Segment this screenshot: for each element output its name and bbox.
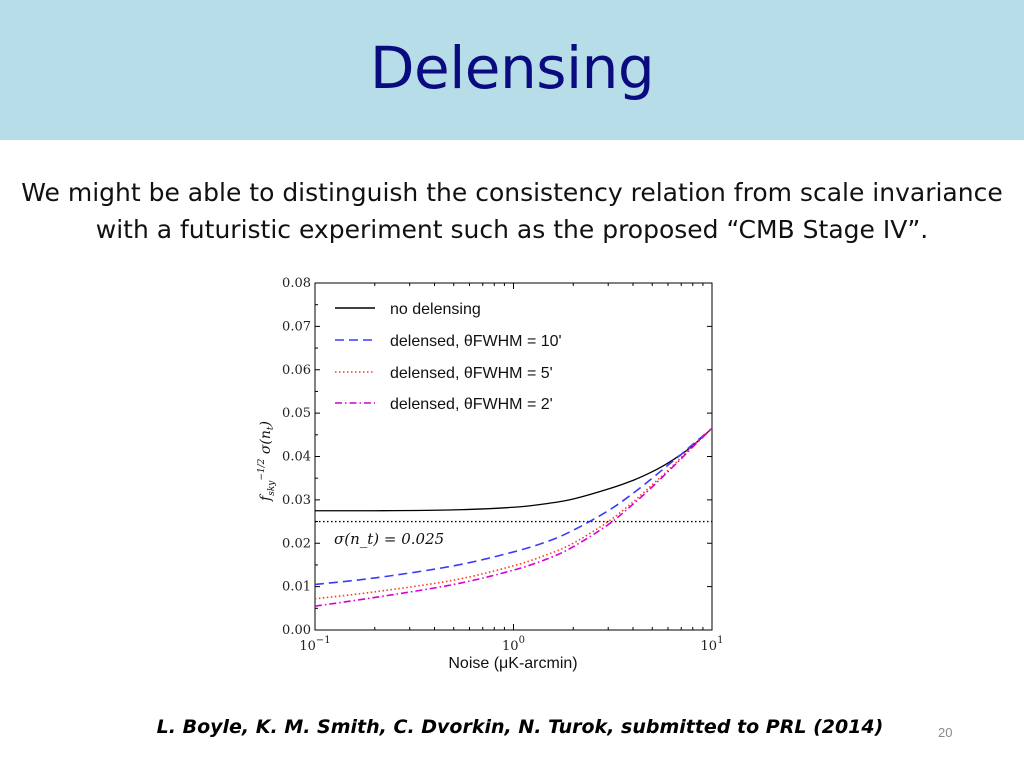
y-tick-label: 0.00 [282, 623, 311, 638]
x-tick-label: 10−1 [299, 635, 330, 654]
y-tick-label: 0.02 [282, 536, 311, 551]
series-line-3 [314, 427, 713, 600]
body-line-2: with a futuristic experiment such as the… [95, 215, 929, 244]
citation: L. Boyle, K. M. Smith, C. Dvorkin, N. Tu… [156, 716, 884, 738]
y-tick-label: 0.07 [282, 319, 311, 334]
reference-line-label: σ(n_t) = 0.025 [334, 530, 444, 548]
series-line-2 [314, 427, 713, 586]
x-axis-label: Noise (μK-arcmin) [448, 655, 577, 672]
y-tick-label: 0.05 [282, 406, 311, 421]
series-line-1 [314, 427, 713, 512]
y-tick-label: 0.08 [282, 276, 311, 291]
x-tick-label: 101 [701, 635, 724, 654]
y-tick-label: 0.03 [282, 493, 311, 508]
slide-title: Delensing [369, 34, 655, 102]
legend-label-4: delensed, θFWHM = 2' [390, 396, 553, 413]
title-band [0, 0, 1024, 140]
y-tick-label: 0.01 [282, 580, 311, 595]
y-tick-label: 0.06 [282, 363, 311, 378]
x-tick-label: 100 [502, 635, 525, 654]
slide-body-text: We might be able to distinguish the cons… [10, 174, 1014, 248]
legend-label-1: no delensing [390, 301, 481, 318]
page-number: 20 [938, 725, 953, 740]
delensing-chart: 0.00 0.01 0.02 0.03 0.04 0.05 0.06 0.07 0.08 10−… [257, 276, 724, 672]
y-tick-label: 0.04 [282, 450, 311, 465]
legend-label-2: delensed, θFWHM = 10' [390, 333, 562, 350]
body-line-1: We might be able to distinguish the cons… [21, 178, 1003, 207]
series-line-4 [314, 427, 713, 607]
legend-label-3: delensed, θFWHM = 5' [390, 365, 553, 382]
y-axis-label: fsky−1/2 σ(nt) [257, 421, 277, 502]
